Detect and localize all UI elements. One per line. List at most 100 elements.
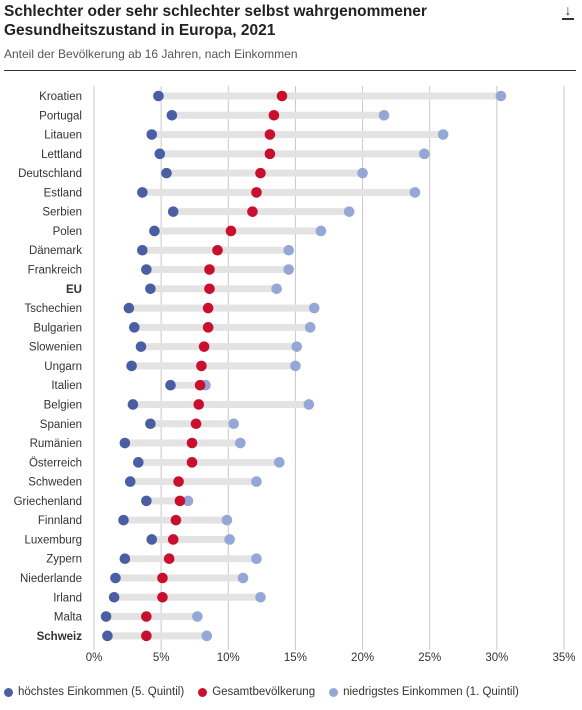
point-total[interactable] [196,360,207,372]
point-high-income[interactable] [119,553,131,565]
point-high-income[interactable] [141,495,152,507]
point-high-income[interactable] [102,630,113,642]
point-high-income[interactable] [123,302,135,314]
point-low-income[interactable] [251,553,262,565]
point-total[interactable] [225,225,237,237]
category-label: Irland [53,592,82,604]
point-low-income[interactable] [192,611,203,622]
point-high-income[interactable] [110,572,121,584]
point-low-income[interactable] [255,591,266,603]
point-low-income[interactable] [343,206,355,217]
point-high-income[interactable] [126,360,137,372]
point-low-income[interactable] [224,534,235,545]
point-high-income[interactable] [146,534,158,545]
point-low-income[interactable] [274,457,285,468]
point-high-income[interactable] [119,437,131,449]
point-total[interactable] [264,148,276,160]
point-total[interactable] [193,399,205,410]
point-low-income[interactable] [419,148,430,160]
point-high-income[interactable] [137,244,148,256]
point-total[interactable] [190,418,202,430]
point-total[interactable] [247,206,258,217]
point-low-income[interactable] [221,514,233,526]
point-low-income[interactable] [437,129,449,140]
row-Bulgarien: Bulgarien [33,322,316,334]
point-high-income[interactable] [167,206,179,217]
legend-item-high[interactable]: höchstes Einkommen (5. Quintil) [4,686,184,698]
point-total[interactable] [141,611,152,622]
point-total[interactable] [157,591,168,603]
point-total[interactable] [170,514,182,526]
point-high-income[interactable] [124,476,136,487]
point-total[interactable] [204,264,215,275]
point-low-income[interactable] [235,437,246,449]
point-total[interactable] [174,495,186,507]
point-high-income[interactable] [118,514,129,526]
point-low-income[interactable] [237,572,249,584]
legend-item-total[interactable]: Gesamtbevölkerung [198,686,315,698]
point-high-income[interactable] [146,129,158,140]
point-total[interactable] [186,437,198,449]
category-label: Litauen [44,130,82,142]
point-total[interactable] [268,109,280,121]
point-total[interactable] [251,187,262,198]
point-total[interactable] [212,244,223,256]
point-low-income[interactable] [201,630,213,642]
point-high-income[interactable] [166,109,178,121]
point-low-income[interactable] [291,341,303,352]
download-icon: ↓ [564,2,572,18]
point-low-income[interactable] [283,264,295,275]
x-tick-label: 20% [351,652,374,664]
legend-low-label: niedrigstes Einkommen (1. Quintil) [343,686,519,698]
point-high-income[interactable] [141,264,152,275]
row-Lettland: Lettland [41,148,430,161]
point-total[interactable] [141,630,152,642]
point-total[interactable] [186,457,198,468]
point-high-income[interactable] [149,225,160,237]
category-label: Belgien [44,399,82,411]
point-high-income[interactable] [154,148,166,160]
point-high-income[interactable] [161,167,172,179]
point-total[interactable] [276,90,288,102]
point-low-income[interactable] [271,283,282,295]
point-total[interactable] [202,322,214,333]
point-total[interactable] [157,572,168,584]
point-high-income[interactable] [127,399,139,410]
point-total[interactable] [264,129,276,140]
point-total[interactable] [163,553,175,565]
point-total[interactable] [167,534,179,545]
point-high-income[interactable] [100,611,112,622]
point-low-income[interactable] [290,360,301,372]
legend-item-low[interactable]: niedrigstes Einkommen (1. Quintil) [329,686,519,698]
point-low-income[interactable] [283,244,295,256]
point-low-income[interactable] [409,187,421,198]
point-high-income[interactable] [133,457,144,468]
point-total[interactable] [255,167,266,179]
point-low-income[interactable] [308,302,320,314]
point-total[interactable] [202,302,214,314]
point-low-income[interactable] [303,399,315,410]
point-high-income[interactable] [145,418,156,430]
point-low-income[interactable] [251,476,262,487]
point-low-income[interactable] [357,167,368,179]
category-label: Bulgarien [33,322,82,334]
point-low-income[interactable] [378,109,390,121]
download-button[interactable]: ↓ [560,2,576,22]
point-high-income[interactable] [108,591,120,603]
point-total[interactable] [194,379,206,391]
point-high-income[interactable] [153,90,164,102]
point-low-income[interactable] [304,322,316,333]
row-Luxemburg: Luxemburg [24,534,235,546]
point-high-income[interactable] [137,187,148,198]
point-total[interactable] [204,283,215,295]
point-high-income[interactable] [128,322,140,333]
point-high-income[interactable] [145,283,156,295]
point-total[interactable] [173,476,184,487]
point-low-income[interactable] [228,418,239,430]
point-low-income[interactable] [315,225,327,237]
point-low-income[interactable] [495,90,507,102]
point-low-income[interactable] [182,495,194,507]
point-high-income[interactable] [165,379,176,391]
point-total[interactable] [198,341,210,352]
point-high-income[interactable] [135,341,147,352]
